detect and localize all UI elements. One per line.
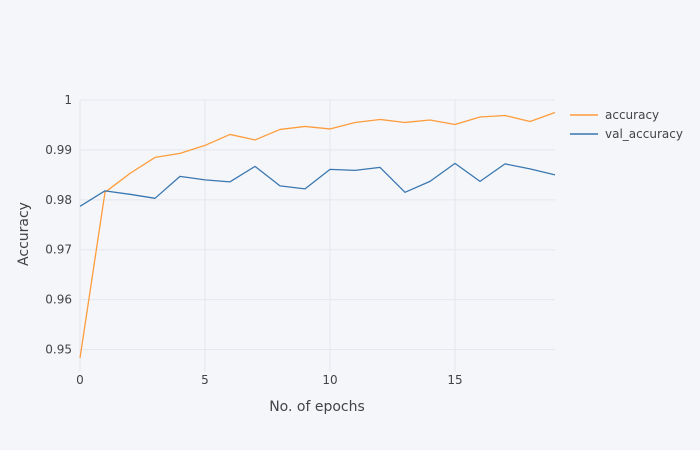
series-line-val-accuracy[interactable] — [79, 162, 556, 207]
series-line-accuracy[interactable] — [79, 111, 556, 359]
y-tick-label: 0.95 — [45, 343, 72, 357]
x-axis-title: No. of epochs — [269, 399, 365, 415]
y-tick-label: 1 — [64, 93, 72, 107]
y-axis-title: Accuracy — [16, 202, 32, 266]
x-tick-label: 15 — [447, 373, 462, 387]
y-tick-label: 0.98 — [45, 193, 72, 207]
legend-item-accuracy[interactable]: accuracy — [570, 108, 659, 122]
series-lines — [79, 111, 556, 359]
legend: accuracy val_accuracy — [570, 108, 683, 141]
y-tick-label: 0.96 — [45, 293, 72, 307]
x-tick-label: 10 — [322, 373, 337, 387]
grid — [79, 99, 555, 372]
legend-label-accuracy: accuracy — [605, 108, 659, 122]
y-tick-label: 0.99 — [45, 143, 72, 157]
legend-label-val-accuracy: val_accuracy — [605, 127, 683, 141]
x-tick-label: 5 — [201, 373, 209, 387]
x-tick-label: 0 — [76, 373, 84, 387]
legend-item-val-accuracy[interactable]: val_accuracy — [570, 127, 683, 141]
y-tick-label: 0.97 — [45, 243, 72, 257]
